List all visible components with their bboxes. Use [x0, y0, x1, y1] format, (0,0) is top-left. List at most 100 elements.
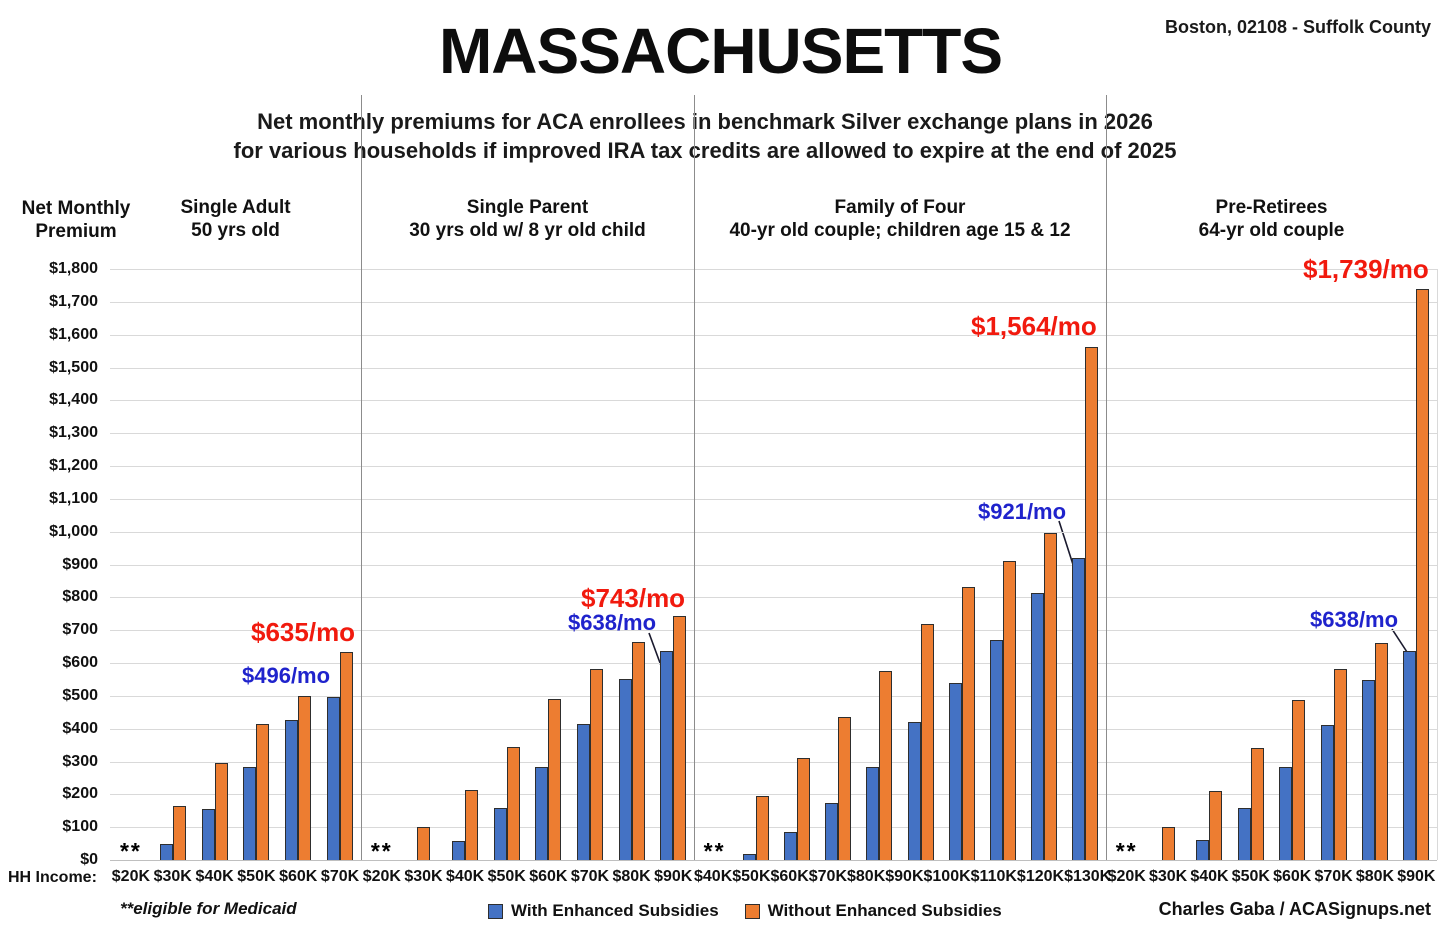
with-enhanced-swatch-icon	[488, 903, 503, 919]
gridline-1400	[110, 400, 1437, 402]
gridline-1600	[110, 334, 1437, 336]
bar-without-enhanced	[1003, 560, 1017, 860]
x-tick-label: $40K	[445, 868, 485, 885]
x-tick-label: $40K	[694, 868, 733, 885]
gridline-100	[110, 827, 1437, 829]
bar-without-enhanced	[1209, 790, 1223, 860]
gridline-800	[110, 597, 1437, 599]
bar-group-$40K	[194, 269, 236, 860]
bar-without-enhanced	[838, 716, 852, 860]
bar-without-enhanced	[920, 623, 934, 860]
x-tick-label: $60K	[770, 868, 809, 885]
x-tick-label: $30K	[1148, 868, 1188, 885]
bar-group-$80K	[611, 269, 653, 860]
bar-group-$50K	[735, 269, 776, 860]
without-enhanced-swatch-icon	[744, 903, 760, 919]
bar-with-enhanced	[907, 722, 921, 860]
x-tick-label: $120K	[1016, 868, 1065, 885]
medicaid-marker: **	[119, 838, 142, 864]
panel-1: **	[110, 269, 361, 864]
y-tick-label: $600	[62, 654, 98, 671]
gridline-500	[110, 695, 1437, 697]
bar-with-enhanced	[452, 841, 466, 860]
bar-group-$50K	[235, 269, 277, 860]
x-tick-label: $80K	[1355, 868, 1395, 885]
x-tick-label: $20K	[1107, 868, 1146, 885]
y-tick-label: $1,000	[49, 522, 98, 540]
bar-with-enhanced	[1361, 679, 1375, 860]
bar-with-enhanced	[948, 682, 962, 860]
x-tick-label: $70K	[570, 868, 610, 885]
x-tick-label: $60K	[529, 868, 568, 885]
page-title: MASSACHUSETTS	[438, 15, 1003, 87]
bar-without-enhanced	[1044, 532, 1058, 860]
gridline-300	[110, 761, 1437, 763]
x-tick-label: $70K	[1314, 868, 1353, 885]
bar-group-$90K	[900, 269, 941, 860]
gridline-600	[110, 663, 1437, 664]
medicaid-marker: **	[703, 838, 726, 864]
bar-without-enhanced	[506, 747, 520, 860]
bar-with-enhanced	[990, 640, 1004, 860]
x-tick-label: $110K	[970, 868, 1017, 885]
bar-without-enhanced	[631, 642, 645, 860]
plot-right-border	[1437, 269, 1438, 860]
bar-group-$80K	[859, 269, 900, 860]
medicaid-marker: **	[1115, 838, 1138, 864]
x-tick-label: $30K	[404, 868, 443, 885]
y-tick-label: $200	[62, 785, 98, 803]
y-tick-label: $1,300	[49, 424, 98, 442]
x-tick-label: $90K	[1397, 868, 1436, 885]
x-tick-label: $100K	[923, 868, 971, 885]
bar-group-$80K	[1354, 269, 1395, 860]
bar-without-enhanced	[465, 790, 479, 860]
annotation-red: $635/mo	[251, 617, 356, 647]
y-tick-label: $100	[62, 818, 98, 836]
location-label: Boston, 02108 - Suffolk County	[1164, 17, 1431, 37]
gridline-1200	[110, 466, 1437, 467]
x-tick-label: $50K	[237, 868, 276, 885]
bar-group-$60K	[776, 269, 817, 860]
y-tick-label: $1,800	[49, 260, 98, 277]
x-tick-labels-panel-1: $20K $30K $40K $50K $60K $70K	[110, 868, 361, 886]
x-tick-labels-panel-3: $40K $50K $60K $70K $80K $90K $100K $110K $120K $…	[694, 868, 1111, 886]
bar-with-enhanced	[866, 767, 880, 860]
panel-header-line1: Single Parent	[466, 197, 589, 218]
bar-with-enhanced	[825, 803, 839, 860]
y-tick-label: $400	[62, 719, 98, 737]
panel-header-line1: Family of Four	[834, 197, 966, 218]
panel-divider	[1106, 95, 1107, 860]
panel-divider	[361, 95, 362, 860]
bar-with-enhanced	[660, 650, 674, 860]
y-tick-label: $300	[62, 752, 98, 770]
x-tick-label: $60K	[1273, 868, 1312, 885]
bar-with-enhanced	[1279, 767, 1293, 860]
gridline-900	[110, 564, 1437, 566]
bar-with-enhanced	[1403, 650, 1417, 860]
bar-group-$40K: **	[694, 269, 735, 864]
bar-without-enhanced	[879, 671, 893, 860]
chart-legend: With Enhanced Subsidies Without Enhanced…	[488, 901, 1002, 921]
gridline-1800	[110, 269, 1437, 270]
x-tick-label: $70K	[808, 868, 847, 885]
bar-group-$130K	[1065, 269, 1106, 860]
bar-with-enhanced	[742, 854, 756, 860]
gridline-1300	[110, 433, 1437, 435]
bar-group-$50K	[1230, 269, 1271, 860]
bar-without-enhanced	[416, 827, 430, 860]
bar-with-enhanced	[201, 809, 215, 860]
bar-with-enhanced	[327, 697, 341, 860]
panel-divider	[694, 95, 695, 860]
bar-without-enhanced	[548, 699, 562, 860]
annotation-red: $1,739/mo	[1303, 254, 1429, 284]
y-tick-label: $1,600	[49, 325, 98, 343]
x-tick-label: $20K	[111, 868, 151, 885]
bar-group-$40K	[444, 269, 486, 860]
chart-subtitle-line1: Net monthly premiums for ACA enrollees i…	[257, 109, 1153, 134]
bar-group-$20K: **	[110, 269, 152, 864]
bar-without-enhanced	[1085, 346, 1099, 860]
annotation-blue: $921/mo	[978, 499, 1067, 524]
bar-group-$100K	[941, 269, 982, 860]
bar-with-enhanced	[1031, 593, 1045, 860]
annotation-red: $1,564/mo	[971, 311, 1097, 341]
